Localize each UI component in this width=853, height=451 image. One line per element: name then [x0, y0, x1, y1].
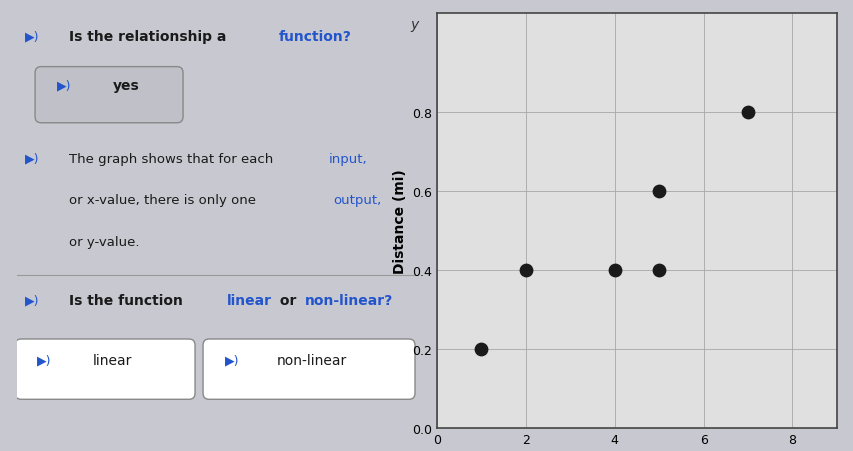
- Text: output,: output,: [333, 194, 380, 207]
- FancyBboxPatch shape: [35, 68, 183, 124]
- Text: non-linear: non-linear: [276, 353, 347, 367]
- Text: or y-value.: or y-value.: [69, 235, 139, 249]
- Text: or x-value, there is only one: or x-value, there is only one: [69, 194, 260, 207]
- Point: [740, 109, 754, 116]
- Point: [652, 188, 665, 195]
- Text: ▶): ▶): [225, 354, 239, 367]
- Text: input,: input,: [328, 152, 367, 166]
- Text: ▶): ▶): [37, 354, 51, 367]
- Text: non-linear?: non-linear?: [305, 294, 393, 308]
- Text: The graph shows that for each: The graph shows that for each: [69, 152, 277, 166]
- Text: ▶): ▶): [25, 294, 39, 307]
- Text: ▶): ▶): [25, 30, 39, 43]
- Text: ▶): ▶): [25, 152, 39, 166]
- FancyBboxPatch shape: [203, 339, 415, 400]
- FancyBboxPatch shape: [15, 339, 194, 400]
- Text: function?: function?: [279, 30, 351, 44]
- Point: [474, 346, 488, 353]
- Text: linear: linear: [227, 294, 272, 308]
- Point: [652, 267, 665, 274]
- Text: yes: yes: [113, 79, 140, 93]
- Text: Is the relationship a: Is the relationship a: [69, 30, 231, 44]
- Text: ▶): ▶): [57, 80, 72, 92]
- Point: [607, 267, 621, 274]
- Text: or: or: [275, 294, 301, 308]
- Y-axis label: Distance (mi): Distance (mi): [392, 169, 406, 273]
- Text: Is the function: Is the function: [69, 294, 188, 308]
- Text: linear: linear: [93, 353, 132, 367]
- Point: [519, 267, 532, 274]
- Text: y: y: [409, 18, 418, 32]
